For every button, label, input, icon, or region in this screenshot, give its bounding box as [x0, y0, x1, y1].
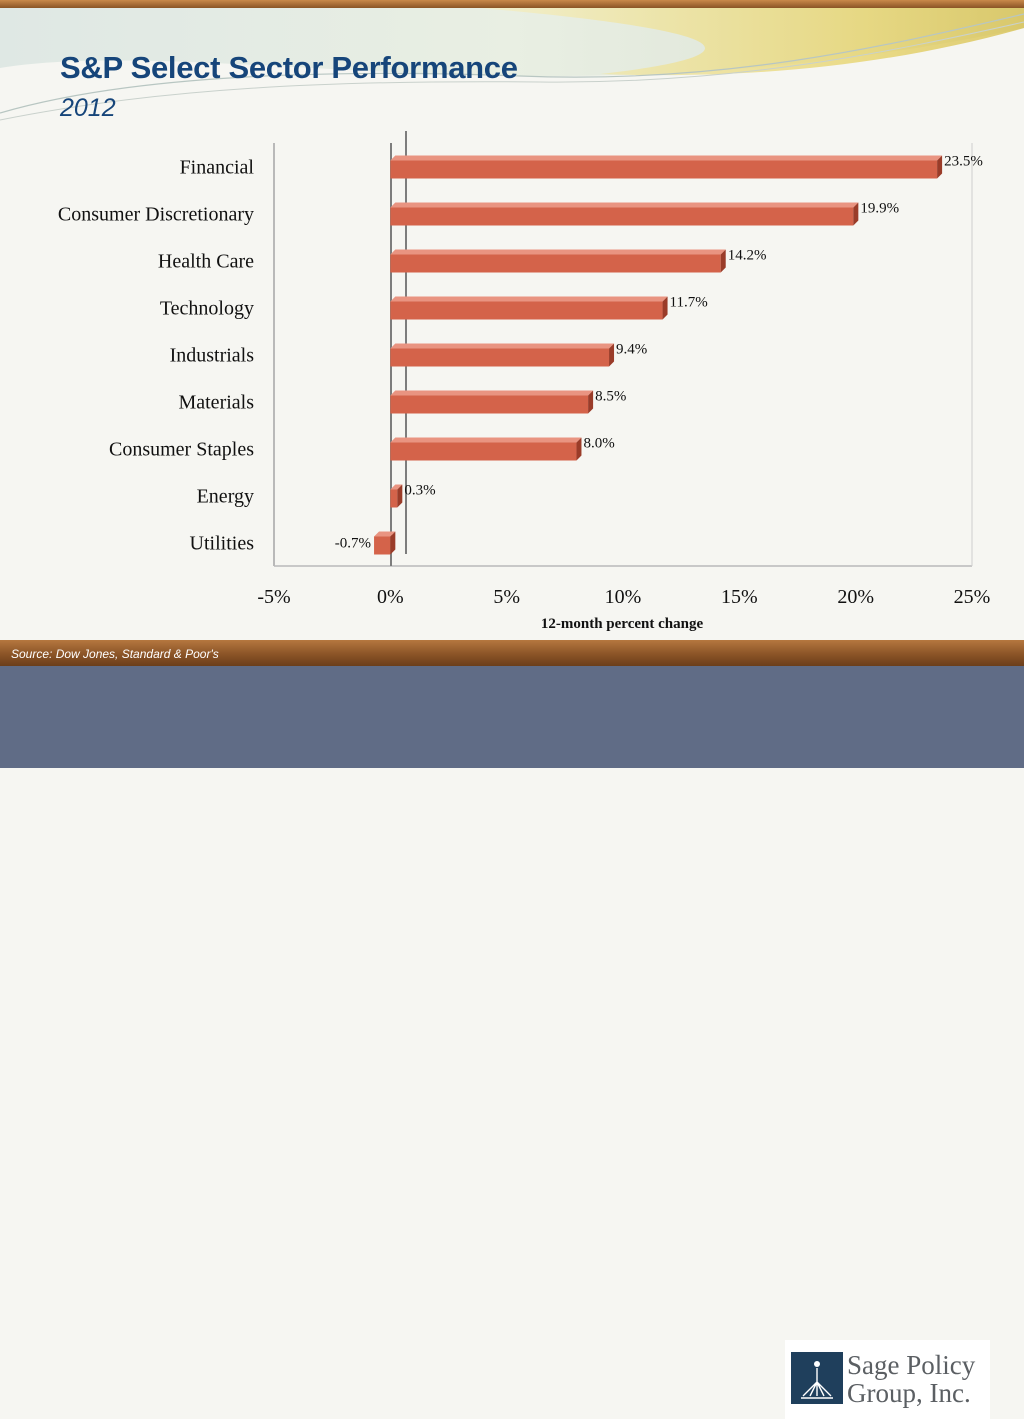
- data-label: 19.9%: [860, 201, 899, 217]
- category-label: Utilities: [190, 533, 255, 555]
- bar-utilities: [374, 531, 396, 555]
- data-label: 9.4%: [616, 342, 647, 358]
- data-label: 8.5%: [595, 389, 626, 405]
- logo-emblem-icon: [791, 1352, 843, 1404]
- x-tick-label: 5%: [493, 586, 520, 608]
- source-note: Source: Dow Jones, Standard & Poor's: [11, 647, 219, 661]
- x-axis-label: 12-month percent change: [541, 616, 704, 632]
- category-label: Financial: [180, 157, 255, 179]
- data-label: 0.3%: [404, 483, 435, 499]
- x-tick-label: 20%: [837, 586, 874, 608]
- category-label: Health Care: [158, 251, 254, 273]
- top-bar: [0, 0, 1024, 8]
- bar-consumer-discretionary: [390, 202, 859, 226]
- category-label: Energy: [197, 486, 254, 508]
- data-label: 8.0%: [583, 436, 614, 452]
- bar-technology: [390, 296, 668, 320]
- sage-policy-logo: Sage Policy Group, Inc.: [785, 1340, 990, 1419]
- bar-materials: [390, 390, 594, 414]
- x-tick-label: 25%: [954, 586, 991, 608]
- category-label: Materials: [178, 392, 254, 414]
- bar-financial: [390, 155, 943, 179]
- bar-consumer-staples: [390, 437, 582, 461]
- category-label: Industrials: [170, 345, 255, 367]
- category-label: Consumer Staples: [109, 439, 254, 461]
- bar-health-care: [390, 249, 726, 273]
- page-subtitle: 2012: [60, 94, 116, 122]
- bar-industrials: [390, 343, 615, 367]
- page-title: S&P Select Sector Performance: [60, 50, 518, 85]
- header-swoosh: [0, 8, 1024, 121]
- category-label: Technology: [160, 298, 254, 320]
- bar-energy: [390, 484, 403, 508]
- data-label: 14.2%: [728, 248, 767, 264]
- data-label: 11.7%: [670, 295, 708, 311]
- data-label: -0.7%: [335, 536, 371, 552]
- x-tick-label: -5%: [257, 586, 290, 608]
- footer-panel: Sage Policy Group, Inc.: [0, 666, 1024, 1419]
- x-tick-label: 0%: [377, 586, 404, 608]
- x-tick-label: 15%: [721, 586, 758, 608]
- x-tick-label: 10%: [605, 586, 642, 608]
- data-label: 23.5%: [944, 154, 983, 170]
- source-band: [0, 640, 1024, 666]
- bar-chart: Financial Consumer Discretionary Health Ca…: [58, 131, 991, 632]
- logo-text-line1: Sage Policy: [847, 1350, 976, 1380]
- category-label: Consumer Discretionary: [58, 204, 254, 226]
- logo-text-line2: Group, Inc.: [847, 1378, 971, 1408]
